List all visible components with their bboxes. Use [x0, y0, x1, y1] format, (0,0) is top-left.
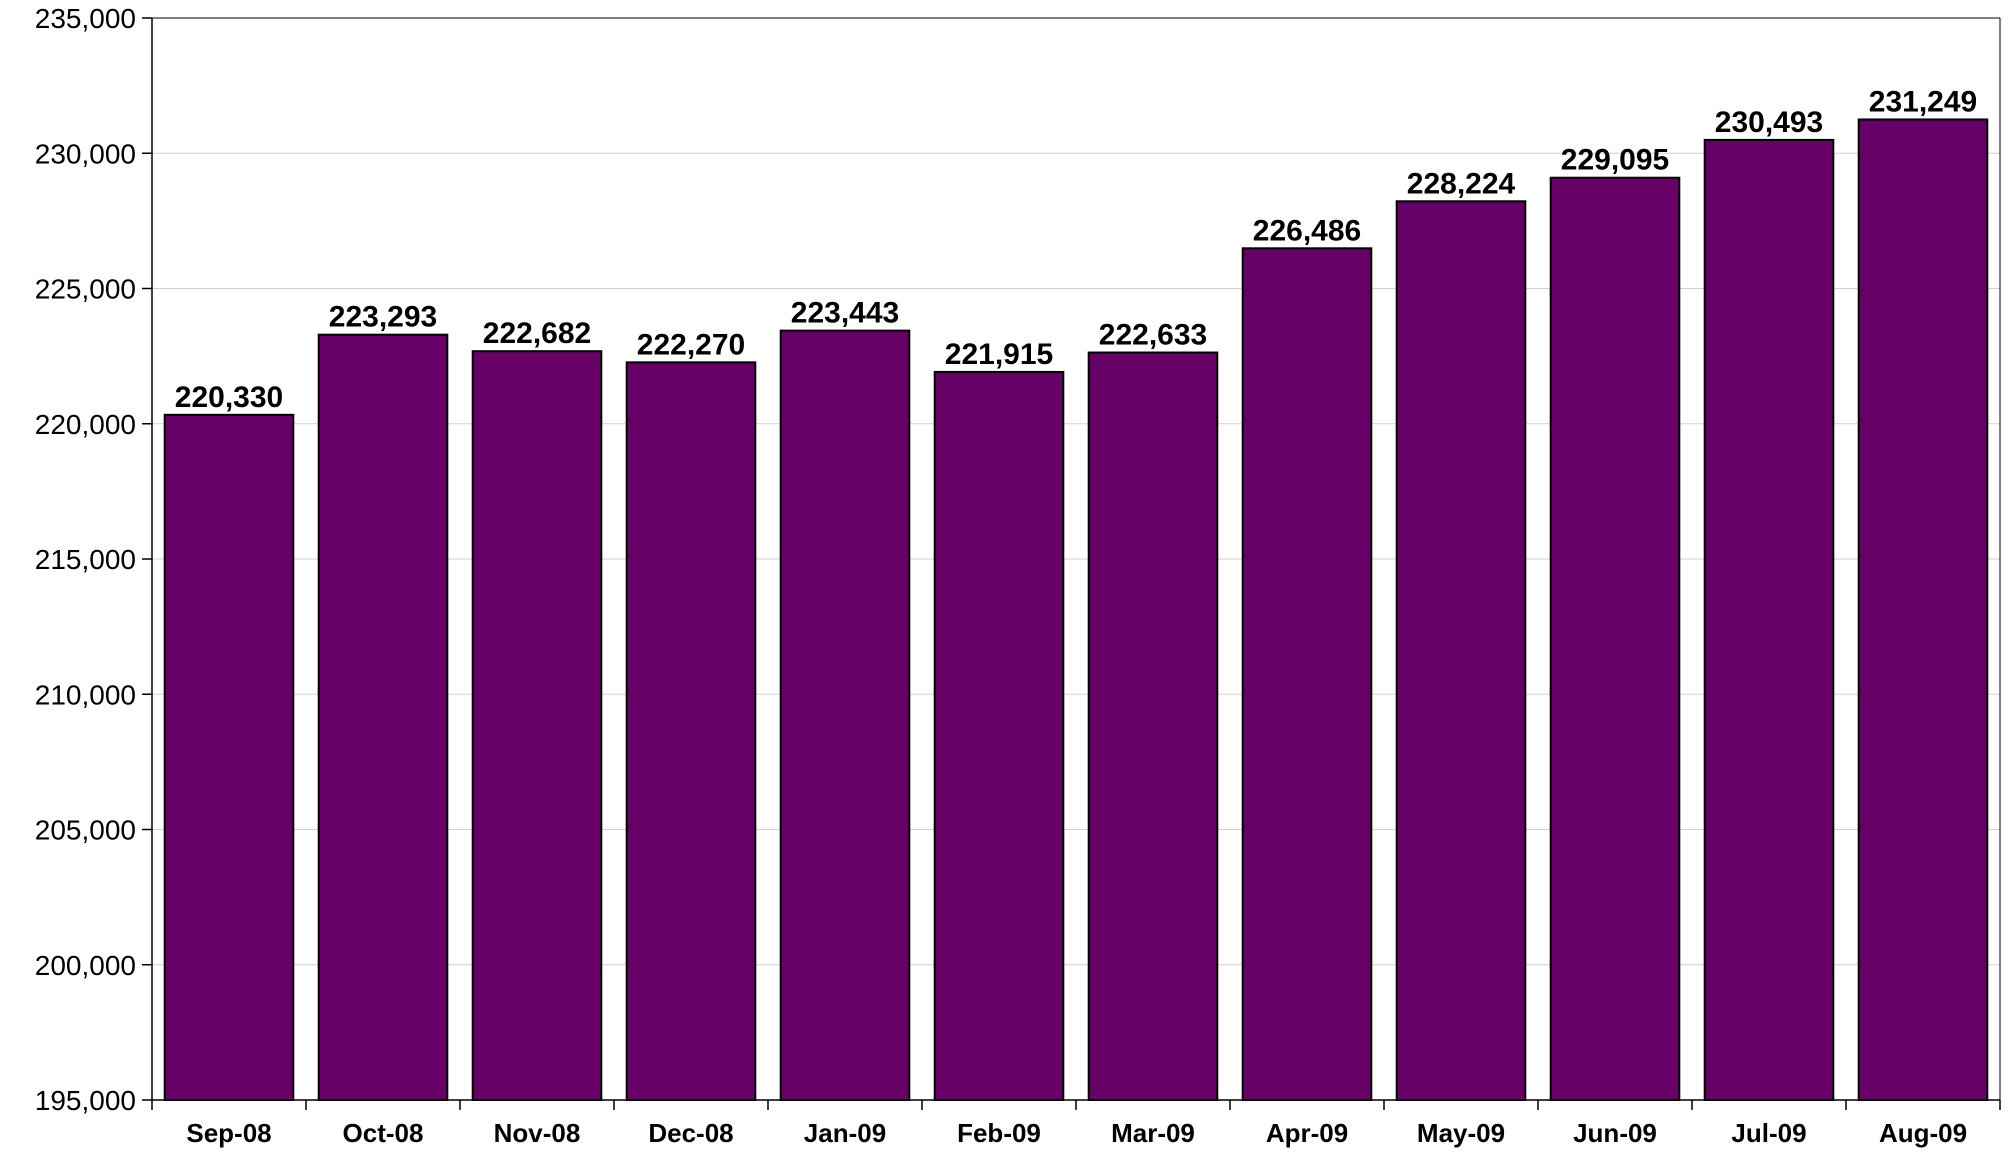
y-tick-label: 225,000 [35, 274, 136, 305]
gridlines [152, 17, 2000, 966]
bar-jul-09 [1703, 138, 1835, 1101]
bar-jun-09 [1549, 176, 1681, 1102]
bar-sep-08 [163, 413, 295, 1101]
bars [163, 118, 1989, 1102]
x-tick-label: Jul-09 [1731, 1118, 1806, 1148]
x-tick-label: Dec-08 [648, 1118, 733, 1148]
bar-nov-08 [471, 350, 603, 1101]
data-label: 222,682 [483, 317, 591, 350]
x-tick-label: Jun-09 [1573, 1118, 1657, 1148]
data-label: 223,293 [329, 301, 437, 334]
bar-aug-09 [1857, 118, 1989, 1102]
y-tick-label: 205,000 [35, 815, 136, 846]
y-tick-label: 200,000 [35, 950, 136, 981]
data-label: 230,493 [1715, 106, 1823, 139]
x-tick-label: Apr-09 [1266, 1118, 1348, 1148]
bar-jan-09 [779, 329, 911, 1102]
y-tick-label: 230,000 [35, 138, 136, 169]
x-tick-label: May-09 [1417, 1118, 1505, 1148]
data-label: 222,270 [637, 328, 745, 361]
x-tick-label: Aug-09 [1879, 1118, 1967, 1148]
labels: 195,000 200,000 205,000 210,000 215,000 220,0… [35, 3, 1977, 1148]
data-label: 220,330 [175, 381, 283, 414]
bar-may-09 [1395, 200, 1527, 1102]
y-tick-label: 210,000 [35, 679, 136, 710]
data-label: 228,224 [1407, 167, 1516, 200]
data-label: 226,486 [1253, 214, 1361, 247]
bar-apr-09 [1241, 247, 1373, 1101]
data-label: 231,249 [1869, 85, 1977, 118]
bar-mar-09 [1087, 351, 1219, 1101]
x-tick-label: Nov-08 [494, 1118, 581, 1148]
data-label: 221,915 [945, 338, 1053, 371]
bar-dec-08 [625, 361, 757, 1101]
data-label: 223,443 [791, 297, 899, 330]
data-label: 222,633 [1099, 319, 1207, 352]
bar-oct-08 [317, 333, 449, 1101]
x-tick-label: Oct-08 [343, 1118, 424, 1148]
y-tick-label: 235,000 [35, 3, 136, 34]
y-tick-label: 215,000 [35, 544, 136, 575]
axes [142, 17, 2001, 1110]
x-tick-label: Mar-09 [1111, 1118, 1195, 1148]
bar-feb-09 [933, 370, 1065, 1101]
data-label: 229,095 [1561, 144, 1669, 177]
y-tick-label: 195,000 [35, 1085, 136, 1116]
x-tick-label: Sep-08 [186, 1118, 271, 1148]
y-tick-label: 220,000 [35, 409, 136, 440]
x-tick-label: Jan-09 [804, 1118, 886, 1148]
x-tick-label: Feb-09 [957, 1118, 1041, 1148]
